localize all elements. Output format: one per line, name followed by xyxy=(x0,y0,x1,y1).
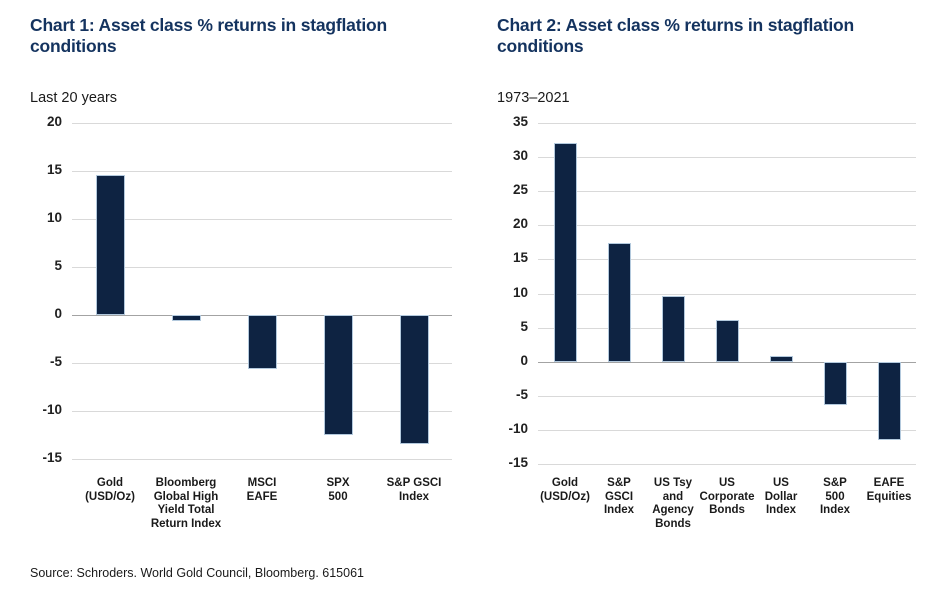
bar xyxy=(769,355,793,362)
bar xyxy=(171,315,201,321)
y-axis-tick-label: -5 xyxy=(515,386,528,402)
gridline xyxy=(538,157,916,159)
gridline xyxy=(72,219,452,220)
y-axis-tick-label: 30 xyxy=(512,148,528,164)
bar xyxy=(877,361,901,441)
bar xyxy=(607,243,631,362)
chart-2-title: Chart 2: Asset class % returns in stagfl… xyxy=(497,15,854,56)
bar xyxy=(247,315,277,369)
chart-1-plot-area: 20 15 10 5 0 -5 -10 -15 Gold (USD/Oz) Bloomberg G… xyxy=(30,15,467,560)
y-axis-tick-label: 20 xyxy=(512,216,528,232)
bar xyxy=(323,315,353,435)
y-axis-tick-label: 25 xyxy=(512,182,528,198)
x-axis-category-label: US Corporate Bonds xyxy=(699,477,755,517)
gridline xyxy=(72,459,452,460)
bar xyxy=(823,361,847,406)
x-axis-category-label: Bloomberg Global High Yield Total Return… xyxy=(150,477,222,530)
bar xyxy=(661,296,685,362)
chart-2-plot-area: 35 30 25 20 15 10 5 0 -5 -10 -15 Gold (USD/Oz) S&P G… xyxy=(497,15,934,560)
bar xyxy=(715,320,739,362)
chart-2: Chart 2: Asset class % returns in stagfl… xyxy=(497,15,934,560)
x-axis-category-label: S&P 500 Index xyxy=(819,477,851,517)
bar xyxy=(95,174,125,315)
x-axis-category-label: S&P GSCI Index xyxy=(386,477,442,503)
gridline xyxy=(538,191,916,193)
chart-1-title: Chart 1: Asset class % returns in stagfl… xyxy=(30,15,387,56)
source-attribution: Source: Schroders. World Gold Council, B… xyxy=(30,566,364,580)
y-axis-tick-label: -5 xyxy=(49,354,62,369)
y-axis-tick-label: -15 xyxy=(508,455,528,470)
bar xyxy=(553,142,577,362)
gridline xyxy=(538,395,916,397)
chart-1: Chart 1: Asset class % returns in stagfl… xyxy=(30,15,467,560)
gridline xyxy=(72,171,452,172)
gridline xyxy=(538,293,916,295)
y-axis-tick-label: -15 xyxy=(42,450,62,465)
x-axis-category-label: Gold (USD/Oz) xyxy=(540,477,590,503)
gridline xyxy=(72,411,452,412)
gridline xyxy=(538,429,916,431)
y-axis-tick-label: 5 xyxy=(54,258,62,273)
y-axis-tick-label: 0 xyxy=(520,352,528,368)
x-axis-category-label: Gold (USD/Oz) xyxy=(85,477,135,503)
gridline xyxy=(538,225,916,227)
gridline xyxy=(538,464,916,465)
y-axis-tick-label: 0 xyxy=(54,306,62,321)
gridline xyxy=(72,123,452,124)
x-axis-category-label: EAFE Equities xyxy=(866,477,912,503)
gridline xyxy=(538,259,916,261)
x-axis-category-label: US Dollar Index xyxy=(764,477,798,517)
y-axis-tick-label: 10 xyxy=(512,284,528,300)
y-axis-tick-label: 10 xyxy=(46,210,62,225)
y-axis-tick-label: -10 xyxy=(42,402,62,417)
y-axis-tick-label: 5 xyxy=(520,318,528,334)
bar xyxy=(399,315,429,444)
y-axis-tick-label: 20 xyxy=(46,114,62,129)
y-axis-tick-label: 35 xyxy=(512,114,528,129)
x-axis-category-label: SPX 500 xyxy=(326,477,350,503)
chart-2-subtitle: 1973–2021 xyxy=(497,90,570,106)
zero-gridline xyxy=(538,361,916,363)
gridline xyxy=(538,123,916,124)
x-axis-category-label: US Tsy and Agency Bonds xyxy=(652,477,694,530)
y-axis-tick-label: 15 xyxy=(512,250,528,266)
x-axis-category-label: S&P GSCI Index xyxy=(603,477,635,517)
chart-1-subtitle: Last 20 years xyxy=(30,90,118,106)
y-axis-tick-label: 15 xyxy=(46,162,62,177)
gridline xyxy=(72,267,452,268)
x-axis-category-label: MSCI EAFE xyxy=(246,477,278,503)
y-axis-tick-label: -10 xyxy=(508,420,528,436)
